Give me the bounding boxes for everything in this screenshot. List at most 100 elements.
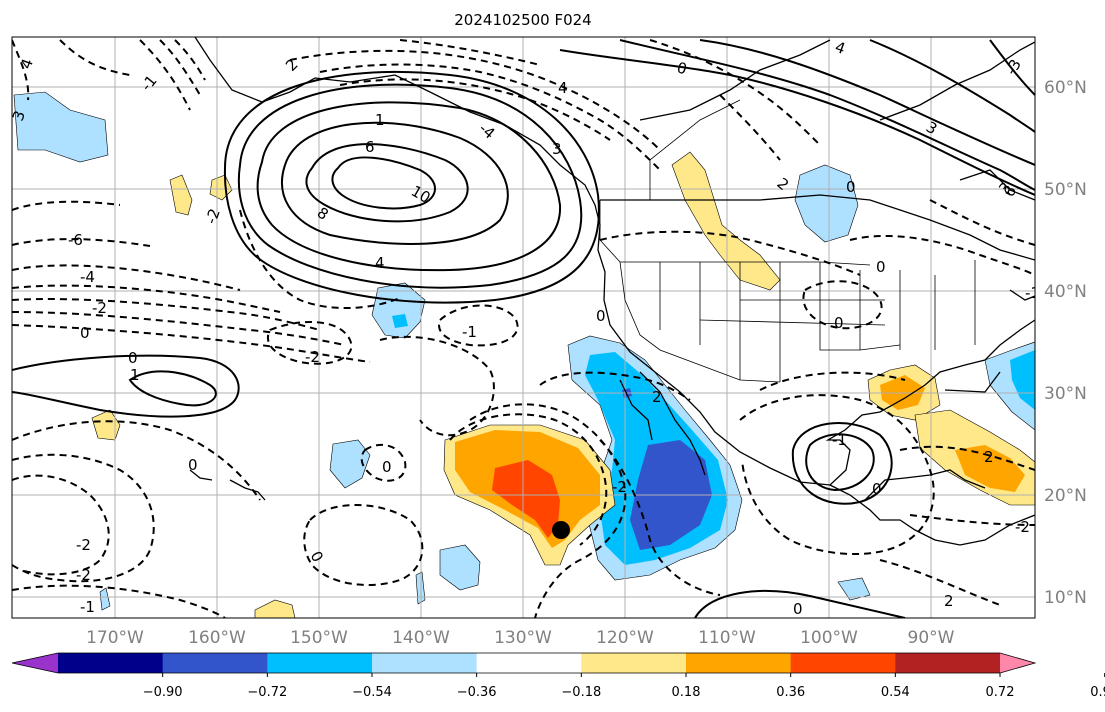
longitude-label: 170°W xyxy=(86,628,144,648)
anomaly-region xyxy=(492,460,560,538)
political-borders xyxy=(599,99,976,383)
colorbar-tick-label: −0.36 xyxy=(457,685,497,700)
contour-line xyxy=(599,230,861,276)
contour-line xyxy=(539,371,691,401)
contour-label: 0 xyxy=(675,58,689,78)
contour-line xyxy=(12,324,371,363)
contour-line xyxy=(12,474,110,576)
colorbar: −0.90 −0.72 −0.54 −0.36 −0.18 0.18 0.36 0.54 0.7… xyxy=(11,652,1105,700)
contour-label: -1 xyxy=(462,323,477,341)
contour-label: 0 xyxy=(872,480,882,498)
contour-label: -1 xyxy=(80,598,95,616)
contour-label: -2 xyxy=(76,536,91,554)
coastlines xyxy=(189,37,1035,546)
colorbar-tick-label: −0.72 xyxy=(247,685,287,700)
contour-line xyxy=(12,200,121,211)
longitude-label: 110°W xyxy=(698,628,756,648)
contour-line xyxy=(12,264,241,291)
contour-label: 3 xyxy=(552,140,562,158)
contour-line xyxy=(281,121,509,245)
contour-label: 2 xyxy=(944,592,954,610)
contour-line xyxy=(929,199,1035,246)
colorbar-segment xyxy=(895,653,1001,673)
map-frame xyxy=(11,36,1036,619)
contour-line xyxy=(849,235,1035,276)
contour-label: -1 xyxy=(832,431,847,449)
contour-line xyxy=(128,370,217,407)
contour-line xyxy=(909,514,1035,526)
colorbar-tick-label: 0.90 xyxy=(1090,685,1105,700)
contour-label: 0 xyxy=(846,178,856,196)
contour-label: 4 xyxy=(375,254,385,272)
latitude-label: 40°N xyxy=(1044,282,1087,302)
contour-line xyxy=(759,371,906,391)
contour-label: -2 xyxy=(1015,518,1030,536)
colorbar-segment xyxy=(476,653,582,673)
contour-line xyxy=(12,238,151,247)
contour-label: 2 xyxy=(984,448,994,466)
longitude-label: 100°W xyxy=(800,628,858,648)
anomaly-region xyxy=(955,445,1025,492)
latitude-label: 60°N xyxy=(1044,78,1087,98)
anomaly-region xyxy=(13,91,109,163)
contour-line xyxy=(303,504,424,586)
contour-label: -2 xyxy=(305,348,320,366)
contour-line xyxy=(989,39,1035,96)
contour-line xyxy=(438,304,519,347)
contour-line xyxy=(719,94,781,161)
colorbar-tick-label: 0.36 xyxy=(776,685,805,700)
contour-line xyxy=(289,49,661,151)
contour-line xyxy=(805,433,875,492)
longitude-label: 120°W xyxy=(596,628,654,648)
contour-line xyxy=(802,280,883,330)
contour-line xyxy=(12,284,281,313)
anomaly-region xyxy=(329,439,371,489)
map-title: 2024102500 F024 xyxy=(454,11,591,29)
contour-label: -2 xyxy=(92,299,107,317)
colorbar-segment xyxy=(372,653,478,673)
contour-line xyxy=(239,209,401,310)
latitude-label: 50°N xyxy=(1044,180,1087,200)
colorbar-segment xyxy=(581,653,687,673)
anomaly-region xyxy=(254,599,296,618)
contour-line xyxy=(139,39,191,111)
latitude-label: 10°N xyxy=(1044,588,1087,608)
contour-line xyxy=(59,39,131,76)
contour-label: 0 xyxy=(834,314,844,332)
negative-contours xyxy=(12,39,1035,618)
colorbar-tick-label: 0.72 xyxy=(986,685,1015,700)
contour-line xyxy=(879,559,1001,606)
contour-line xyxy=(399,39,541,66)
longitude-label: 130°W xyxy=(494,628,552,648)
contour-line xyxy=(694,590,906,618)
contour-line xyxy=(739,394,935,555)
contour-line xyxy=(339,78,611,141)
contour-line xyxy=(256,101,562,272)
contour-line xyxy=(619,39,1035,191)
anomaly-region xyxy=(439,544,481,591)
contour-line xyxy=(237,83,583,289)
contour-label: -2 xyxy=(202,206,224,226)
contour-label: 4 xyxy=(558,79,568,97)
contour-line xyxy=(360,443,407,482)
contour-line xyxy=(12,39,30,101)
contour-label: -6 xyxy=(68,231,83,249)
contour-line xyxy=(559,49,1035,196)
contour-line xyxy=(869,39,1035,133)
contour-line xyxy=(791,422,893,505)
colorbar-segment xyxy=(58,653,164,673)
anomaly-region xyxy=(392,314,408,328)
contour-line xyxy=(319,63,661,171)
anomaly-region xyxy=(837,577,871,601)
contour-label: 0 xyxy=(188,456,198,474)
longitude-label: 140°W xyxy=(392,628,450,648)
contour-line xyxy=(649,39,821,146)
contour-line xyxy=(305,143,469,223)
positive-contours xyxy=(12,39,1035,618)
colorbar-tick-label: −0.18 xyxy=(561,685,601,700)
contour-label: 0 xyxy=(382,458,392,476)
colorbar-tick-label: 0.18 xyxy=(672,685,701,700)
contour-line xyxy=(899,445,1035,471)
colorbar-segment xyxy=(790,653,896,673)
